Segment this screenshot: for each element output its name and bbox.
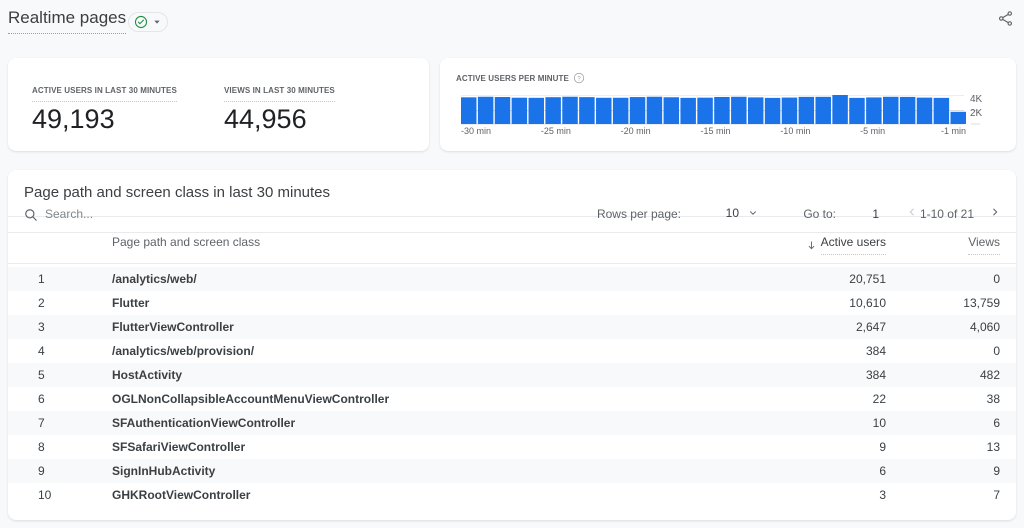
svg-text:?: ? bbox=[577, 76, 581, 82]
